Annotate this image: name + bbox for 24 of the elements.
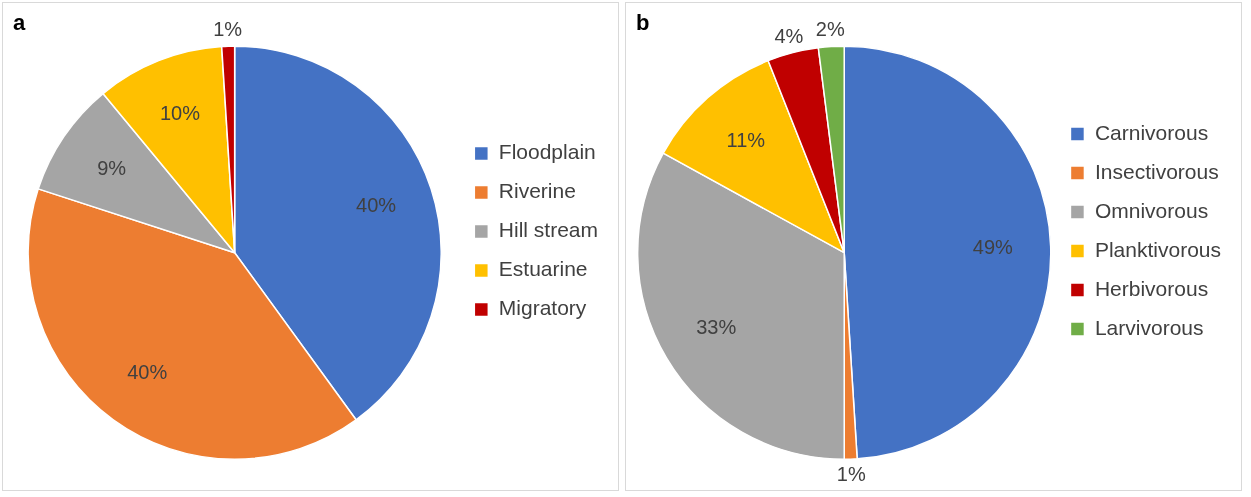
data-label: 11% — [726, 128, 766, 151]
legend-label: Carnivorous — [1094, 120, 1209, 144]
data-label: 4% — [774, 24, 804, 47]
chart-title: a — [13, 10, 26, 36]
data-label: 10% — [159, 101, 201, 124]
data-label: 49% — [972, 235, 1014, 258]
legend-label: Herbivorous — [1094, 276, 1209, 300]
legend-label: Riverine — [498, 179, 576, 203]
legend-label: Insectivorous — [1094, 159, 1219, 183]
legend-label: Estuarine — [498, 257, 588, 281]
data-label: 40% — [127, 360, 168, 383]
legend-label: Omnivorous — [1094, 198, 1209, 222]
chart-title: b — [636, 10, 650, 36]
data-label: 1% — [213, 17, 243, 40]
data-label: 9% — [97, 156, 127, 179]
data-label: 40% — [356, 194, 397, 217]
legend-label: Hill stream — [498, 218, 599, 242]
data-label: 2% — [815, 18, 845, 41]
legend-label: Larvivorous — [1094, 315, 1204, 339]
data-label: 1% — [836, 462, 866, 485]
legend-label: Floodplain — [498, 140, 596, 164]
legend-label: Migratory — [498, 296, 587, 320]
data-label: 33% — [696, 315, 737, 338]
legend-label: Planktivorous — [1094, 237, 1221, 261]
